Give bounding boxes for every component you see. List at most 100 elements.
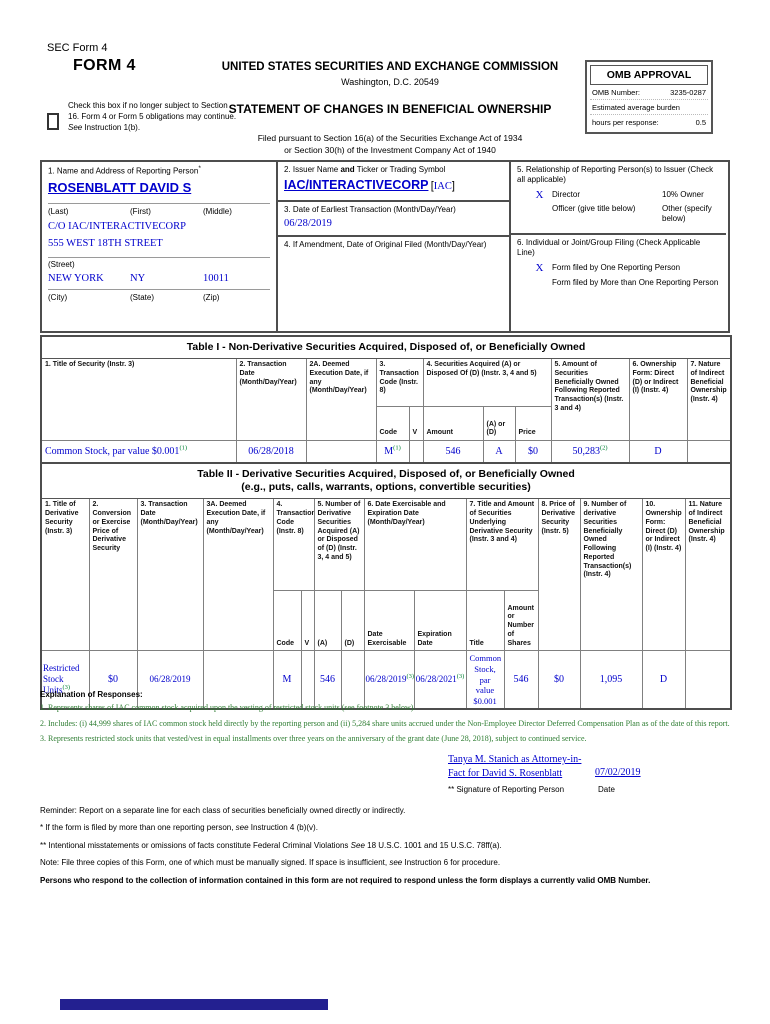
issuer-cell: 2. Issuer Name and Ticker or Trading Sym… bbox=[278, 162, 509, 202]
t2-underlying-title-cell: Common Stock, par value $0.001 bbox=[465, 650, 505, 710]
address-line-2: 555 WEST 18TH STREET bbox=[48, 237, 163, 249]
t2-header-conversion-price: 2. Conversion or Exercise Price of Deriv… bbox=[88, 498, 138, 652]
single-star-see: see bbox=[235, 823, 249, 833]
footnote-3: 3. Represents restricted stock units tha… bbox=[40, 734, 587, 744]
reminder-line: Reminder: Report on a separate line for … bbox=[40, 806, 406, 815]
city-state-zip-values: NEW YORK NY 10011 bbox=[48, 272, 270, 286]
issuer-label-pre: 2. Issuer Name bbox=[284, 165, 341, 174]
omb-burden-value: 0.5 bbox=[695, 118, 706, 127]
issuer-column: 2. Issuer Name and Ticker or Trading Sym… bbox=[276, 162, 509, 331]
t2-date-exercisable-cell: 06/28/2019(3) bbox=[363, 650, 415, 710]
omb-burden-label2: hours per response: bbox=[592, 118, 659, 127]
t2-subheader-title: Title bbox=[465, 590, 505, 652]
signature-row: Tanya M. Stanich as Attorney-in-Fact for… bbox=[448, 753, 718, 781]
filing-type-cell: 6. Individual or Joint/Group Filing (Che… bbox=[511, 235, 726, 331]
t2-header-underlying: 7. Title and Amount of Securities Underl… bbox=[465, 498, 539, 592]
note-line: Note: File three copies of this Form, on… bbox=[40, 858, 730, 868]
single-star-line: * If the form is filed by more than one … bbox=[40, 823, 730, 833]
double-star-post: 18 U.S.C. 1001 and 15 U.S.C. 78ff(a). bbox=[364, 840, 502, 850]
t2-header-ownership-form: 10. Ownership Form: Direct (D) or Indire… bbox=[641, 498, 686, 652]
signature-name-link[interactable]: Tanya M. Stanich as Attorney-in-Fact for… bbox=[448, 754, 582, 779]
single-star-pre: * If the form is filed by more than one … bbox=[40, 823, 236, 833]
bottom-progress-bar bbox=[60, 999, 328, 1010]
note-see: see bbox=[389, 858, 403, 868]
earliest-transaction-cell: 3. Date of Earliest Transaction (Month/D… bbox=[278, 202, 509, 237]
issuer-label-post: Ticker or Trading Symbol bbox=[354, 165, 446, 174]
date-label: Date bbox=[598, 785, 615, 794]
filed-pursuant-line1: Filed pursuant to Section 16(a) of the S… bbox=[257, 133, 523, 143]
omb-number-value: 3235-0287 bbox=[670, 88, 706, 97]
officer-checkmark bbox=[527, 204, 552, 225]
t2-header-price: 8. Price of Derivative Security (Instr. … bbox=[537, 498, 581, 652]
signature-date: 07/02/2019 bbox=[595, 767, 641, 778]
table2-title-line2: (e.g., puts, calls, warrants, options, c… bbox=[241, 481, 531, 494]
divider bbox=[48, 202, 270, 204]
t2-header-dates: 6. Date Exercisable and Expiration Date … bbox=[363, 498, 467, 592]
t1-form-cell: D bbox=[628, 440, 688, 466]
double-star-see: See bbox=[350, 840, 365, 850]
t2-header-security: 1. Title of Derivative Security (Instr. … bbox=[40, 498, 90, 652]
relationship-grid: X Director 10% Owner Officer (give title… bbox=[517, 189, 720, 225]
filing-one-row: X Form filed by One Reporting Person bbox=[517, 262, 720, 274]
filing-more-label: Form filed by More than One Reporting Pe… bbox=[552, 277, 719, 287]
t2-header-nature-indirect: 11. Nature of Indirect Beneficial Owners… bbox=[684, 498, 732, 652]
t1-header-securities-acquired: 4. Securities Acquired (A) or Disposed O… bbox=[422, 358, 552, 408]
commission-title: UNITED STATES SECURITIES AND EXCHANGE CO… bbox=[221, 61, 559, 73]
explanation-heading: Explanation of Responses: bbox=[40, 690, 143, 699]
t2-security-cell: Restricted Stock Units(3) bbox=[40, 650, 90, 710]
ten-percent-owner-label: 10% Owner bbox=[662, 189, 704, 199]
t2-date-exercisable-footnote: (3) bbox=[406, 673, 414, 681]
t2-date-exercisable-value: 06/28/2019 bbox=[365, 674, 407, 685]
filing-one-label: Form filed by One Reporting Person bbox=[552, 262, 681, 272]
t1-code-value: M bbox=[384, 446, 394, 458]
reporting-person-cell: 1. Name and Address of Reporting Person*… bbox=[42, 162, 276, 331]
divider bbox=[48, 288, 270, 290]
persons-respond-line: Persons who respond to the collection of… bbox=[40, 875, 651, 885]
amendment-cell: 4. If Amendment, Date of Original Filed … bbox=[278, 237, 509, 331]
note-pre: Note: File three copies of this Form, on… bbox=[40, 858, 390, 868]
t2-code-cell: M bbox=[272, 650, 302, 710]
t2-derivative-price-cell: $0 bbox=[537, 650, 581, 710]
city-state-zip-labels: (City) (State) (Zip) bbox=[48, 293, 270, 303]
relationship-label: 5. Relationship of Reporting Person(s) t… bbox=[517, 165, 714, 185]
issuer-link[interactable]: IAC/INTERACTIVECORP bbox=[284, 178, 429, 193]
subject-checkbox-block: Check this box if no longer subject to S… bbox=[47, 100, 257, 134]
table1-title: Table I - Non-Derivative Securities Acqu… bbox=[40, 335, 732, 360]
t2-header-number-derivative: 5. Number of Derivative Securities Acqui… bbox=[313, 498, 365, 592]
officer-label: Officer (give title below) bbox=[552, 203, 636, 213]
table1-non-derivative: Table I - Non-Derivative Securities Acqu… bbox=[40, 335, 733, 466]
ten-percent-checkmark bbox=[637, 190, 662, 201]
t1-nature-cell bbox=[686, 440, 732, 466]
omb-burden-row2: hours per response: 0.5 bbox=[590, 115, 708, 129]
t2-owned-cell: 1,095 bbox=[579, 650, 643, 710]
issuer-label: 2. Issuer Name and Ticker or Trading Sym… bbox=[284, 165, 503, 175]
middle-label: (Middle) bbox=[203, 206, 232, 216]
t1-security-title: Common Stock, par value $0.001 bbox=[45, 446, 180, 458]
commission-address: Washington, D.C. 20549 bbox=[341, 77, 439, 87]
t1-security-footnote: (1) bbox=[179, 444, 188, 452]
address-line-1: C/O IAC/INTERACTIVECORP bbox=[48, 221, 186, 233]
t1-date-cell: 06/28/2018 bbox=[235, 440, 307, 466]
t2-expiration-cell: 06/28/2021(3) bbox=[413, 650, 467, 710]
double-star-line: ** Intentional misstatements or omission… bbox=[40, 841, 730, 851]
no-longer-subject-checkbox[interactable] bbox=[47, 113, 59, 130]
t2-expiration-footnote: (3) bbox=[456, 673, 465, 681]
t2-subheader-d: (D) bbox=[340, 590, 365, 652]
t2-subheader-date-exercisable: Date Exercisable bbox=[363, 590, 415, 652]
director-label: Director bbox=[552, 189, 581, 199]
t1-subheader-code: Code bbox=[375, 406, 410, 442]
t1-header-amount-owned: 5. Amount of Securities Beneficially Own… bbox=[550, 358, 630, 442]
t1-header-ownership-form: 6. Ownership Form: Direct (D) or Indirec… bbox=[628, 358, 688, 442]
t2-date-cell: 06/28/2019 bbox=[136, 650, 204, 710]
t1-owned-footnote: (2) bbox=[599, 444, 608, 452]
t1-header-nature-indirect: 7. Nature of Indirect Beneficial Ownersh… bbox=[686, 358, 732, 442]
form-title: FORM 4 bbox=[73, 57, 136, 74]
t2-header-owned: 9. Number of derivative Securities Benef… bbox=[579, 498, 643, 652]
zip-value: 10011 bbox=[203, 273, 229, 285]
t1-header-deemed-date: 2A. Deemed Execution Date, if any (Month… bbox=[305, 358, 377, 442]
omb-number-label: OMB Number: bbox=[592, 88, 640, 97]
state-value: NY bbox=[130, 273, 146, 285]
first-label: (First) bbox=[130, 206, 151, 216]
reporting-person-link[interactable]: ROSENBLATT DAVID S bbox=[48, 180, 192, 196]
explanation-section: Explanation of Responses: 1. Represents … bbox=[40, 690, 730, 749]
